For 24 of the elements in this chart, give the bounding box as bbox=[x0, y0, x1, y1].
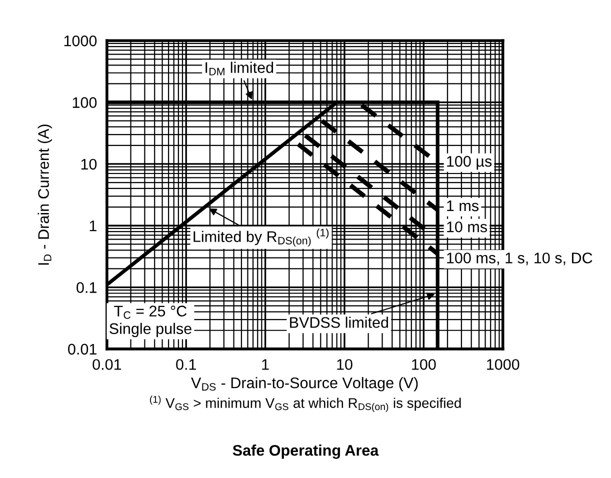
y-tick-label: 1 bbox=[90, 220, 96, 232]
x-axis-title: V$_{DS}$ - Drain-to-Source Voltage (V) bbox=[191, 377, 418, 392]
annotation: 100 µs bbox=[447, 156, 492, 170]
y-tick-label: 0.1 bbox=[76, 282, 96, 293]
x-tick-label: 1 bbox=[262, 359, 269, 370]
y-tick-label: 10 bbox=[81, 158, 97, 170]
annotation: 100 ms, 1 s, 10 s, DC bbox=[447, 252, 592, 266]
x-tick-label: 100 bbox=[412, 359, 436, 370]
annotation: BVDSS limited bbox=[290, 316, 388, 328]
y-tick-label: 0.01 bbox=[68, 344, 96, 355]
annotation: I$_{DM}$ limited bbox=[206, 62, 274, 76]
text: Safe Operating Area bbox=[232, 444, 379, 459]
y-axis-title: I$_{D}$ - Drain Current (A) bbox=[38, 124, 52, 265]
x-tick-label: 0.1 bbox=[176, 359, 196, 370]
annotation: Limited by R$_{DS(on)}$ $^{(1)}$ bbox=[194, 228, 329, 247]
annotation: T$_{C}$ = 25 °C Single pulse bbox=[110, 306, 192, 338]
x-tick-label: 0.01 bbox=[92, 359, 122, 370]
y-tick-label: 1000 bbox=[64, 36, 97, 46]
annotation: 10 ms bbox=[447, 221, 487, 232]
text: $^{(1)}$ V$_{GS}$ > minimum V$_{GS}$ at which R$_{DS(on)}$ is specified bbox=[150, 396, 461, 412]
x-tick-label: 1000 bbox=[487, 359, 520, 370]
x-tick-label: 10 bbox=[337, 359, 352, 370]
annotation: 1 ms bbox=[447, 200, 478, 212]
y-tick-label: 100 bbox=[72, 97, 97, 108]
